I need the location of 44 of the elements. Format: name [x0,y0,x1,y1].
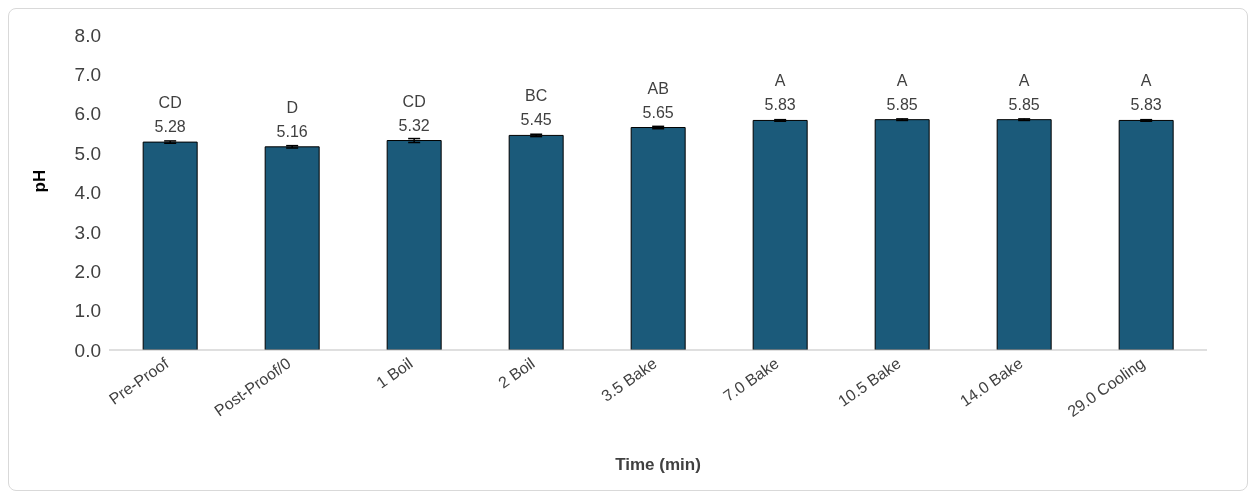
y-tick-label: 0.0 [74,339,101,361]
annotation: A [774,72,786,90]
x-tick-label: 10.5 Bake [834,354,904,410]
y-tick-label: 3.0 [74,221,101,243]
bar [874,119,930,350]
data-label: 5.85 [886,95,918,113]
annotation: D [286,98,298,116]
y-axis-title: pH [30,169,50,193]
bar [264,146,320,350]
data-label: 5.28 [154,118,186,136]
x-tick-label: 7.0 Bake [720,354,782,405]
bar [996,119,1052,350]
y-tick-label: 1.0 [74,300,101,322]
bar [752,119,808,350]
bar [1118,119,1174,350]
x-tick-label: 3.5 Bake [598,354,660,405]
x-tick-label: 2 Boil [495,354,538,392]
data-label: 5.83 [1130,96,1162,114]
data-label: 5.83 [764,96,796,114]
bar [630,127,686,350]
data-label: 5.65 [642,103,674,121]
data-label: 5.45 [520,111,552,129]
data-label: 5.85 [1008,95,1040,113]
annotation: BC [525,87,548,105]
x-axis-title: Time (min) [615,455,701,474]
y-tick-label: 4.0 [74,182,101,204]
y-tick-label: 5.0 [74,142,101,164]
y-tick-label: 6.0 [74,103,101,125]
x-tick-label: 1 Boil [373,354,416,392]
bar [508,134,564,350]
annotation: AB [647,79,669,97]
x-tick-label: 14.0 Bake [956,354,1026,410]
annotation: CD [402,92,426,110]
annotation: A [1140,72,1152,90]
annotation: A [896,71,908,89]
annotation: CD [158,94,182,112]
y-tick-label: 8.0 [74,24,101,46]
y-tick-label: 7.0 [74,64,101,86]
annotation: A [1018,71,1030,89]
data-label: 5.32 [398,116,430,134]
bar [142,141,198,350]
bar [386,140,442,350]
y-tick-label: 2.0 [74,260,101,282]
data-label: 5.16 [276,122,308,140]
